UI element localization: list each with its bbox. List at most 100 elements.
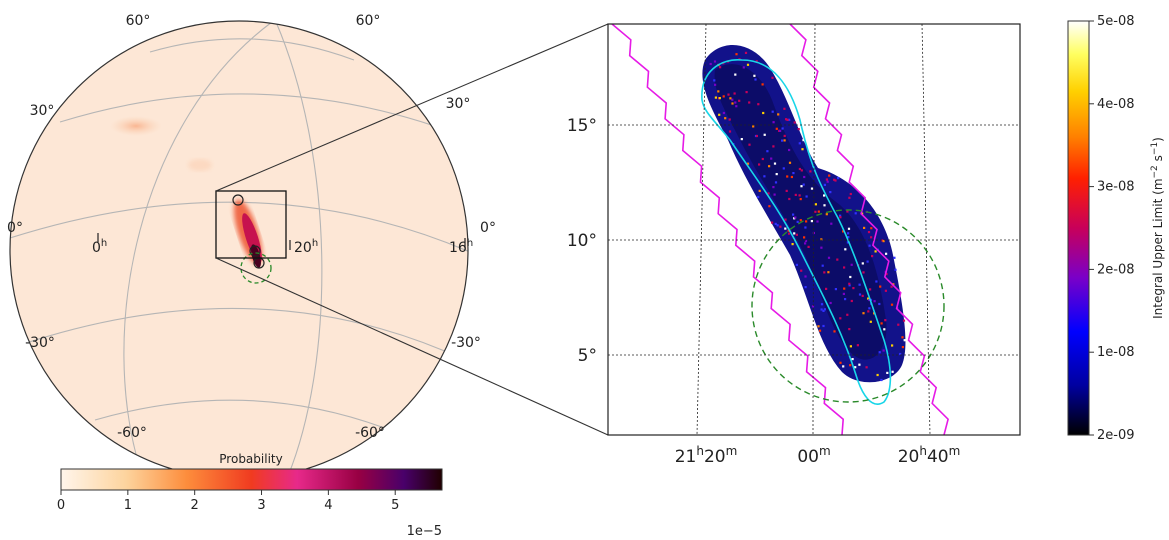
upper-limit-speckle <box>714 83 717 86</box>
upper-limit-speckle <box>868 307 871 310</box>
upper-limit-speckle <box>790 175 793 179</box>
lat-label: 30° <box>446 96 471 112</box>
upper-limit-speckle <box>728 118 731 121</box>
upper-limit-speckle <box>763 175 766 178</box>
upper-limit-speckle <box>773 162 777 165</box>
globe-graticule <box>10 21 468 477</box>
upper-limit-speckle <box>722 111 725 115</box>
upper-limit-speckle <box>823 194 826 197</box>
upper-limit-speckle <box>854 212 857 215</box>
upper-limit-speckle <box>846 241 849 244</box>
upper-limit-speckle <box>724 117 727 120</box>
upper-limit-speckle <box>783 107 786 110</box>
lat-label: -30° <box>451 335 481 351</box>
upper-limit-speckle <box>842 230 845 233</box>
upper-limit-speckle <box>788 118 791 121</box>
upper-limit-speckle <box>867 310 870 313</box>
upper-limit-colorbar: 5e-08 4e-08 3e-08 2e-08 1e-08 2e-09 Integral … <box>1067 14 1165 443</box>
globe-lat-labels: 60° 60° 30° 30° 0° 0° -30° -30° -60° -60… <box>7 13 496 441</box>
upper-limit-speckle <box>869 320 872 323</box>
upper-limit-speckle <box>820 308 823 311</box>
upper-limit-speckle <box>843 266 846 269</box>
zoom-grid <box>608 24 1020 435</box>
upper-limit-speckle <box>757 195 760 199</box>
upper-limit-speckle <box>816 220 819 223</box>
fov-circle-zoom <box>751 209 945 403</box>
upper-limit-speckle <box>742 66 745 69</box>
upper-limit-speckle <box>863 226 866 229</box>
upper-limit-speckle <box>839 361 842 364</box>
lat-label: -60° <box>117 425 147 441</box>
upper-limit-speckle <box>800 185 803 188</box>
graticule-lat-minus30 <box>19 307 466 361</box>
upper-limit-speckle <box>738 99 741 102</box>
upper-limit-core <box>714 64 887 360</box>
upper-limit-speckle <box>878 302 881 306</box>
upper-limit-tick-label: 4e-08 <box>1097 97 1135 112</box>
source-marker <box>249 245 261 257</box>
upper-limit-speckle <box>817 325 820 328</box>
upper-limit-speckle <box>774 181 778 184</box>
upper-limit-speckle <box>881 239 884 242</box>
upper-limit-speckle <box>803 175 806 179</box>
upper-limit-speckle <box>785 189 788 192</box>
upper-limit-speckle <box>795 263 798 266</box>
ra-label: 0h <box>92 238 107 256</box>
x-tick-label: 20h40m <box>898 444 961 467</box>
upper-limit-speckle <box>823 271 826 274</box>
upper-limit-speckle <box>850 299 853 303</box>
upper-limit-speckle <box>822 324 825 328</box>
upper-limit-speckle <box>858 283 861 286</box>
upper-limit-speckle <box>897 323 900 326</box>
upper-limit-tick-label: 2e-08 <box>1097 262 1135 277</box>
cyan-contour <box>701 59 892 405</box>
upper-limit-speckle <box>718 113 721 116</box>
graticule-lat-60 <box>149 38 355 61</box>
upper-limit-speckle <box>814 210 817 213</box>
upper-limit-speckle <box>740 138 743 141</box>
upper-limit-speckle <box>875 280 878 283</box>
x-tick-label: 00m <box>797 444 830 467</box>
upper-limit-speckle <box>745 91 748 94</box>
upper-limit-speckle <box>768 165 771 168</box>
upper-limit-speckle <box>772 145 775 148</box>
upper-limit-speckle <box>772 186 775 189</box>
graticule-meridian-1 <box>123 21 273 476</box>
upper-limit-speckle <box>827 271 830 274</box>
upper-limit-speckle <box>848 196 851 199</box>
upper-limit-speckle <box>762 111 765 115</box>
upper-limit-speckle <box>771 76 774 79</box>
upper-limit-speckle <box>804 239 808 243</box>
upper-limit-speckle <box>757 103 760 106</box>
upper-limit-tick-label: 1e-08 <box>1097 345 1135 360</box>
upper-limit-speckle <box>758 189 761 192</box>
upper-limit-speckle <box>849 192 852 196</box>
probability-blob <box>188 159 212 171</box>
upper-limit-speckle <box>890 303 894 306</box>
upper-limit-speckle <box>825 213 828 216</box>
upper-limit-speckle <box>728 130 732 133</box>
upper-limit-speckle <box>870 236 873 239</box>
upper-limit-speckle <box>798 167 801 171</box>
upper-limit-speckle <box>793 121 796 124</box>
upper-limit-speckle <box>709 62 712 66</box>
upper-limit-speckle <box>882 240 885 243</box>
upper-limit-speckle <box>820 303 824 306</box>
upper-limit-speckle <box>755 60 758 63</box>
upper-limit-speckle <box>798 194 801 197</box>
upper-limit-speckle <box>793 217 796 220</box>
upper-limit-speckle <box>800 169 803 172</box>
zoom-panel <box>607 23 1021 436</box>
fov-circle <box>240 252 272 284</box>
upper-limit-speckle <box>804 275 807 278</box>
upper-limit-speckle <box>820 246 823 249</box>
upper-limit-speckle <box>731 98 734 101</box>
upper-limit-speckle <box>796 220 799 223</box>
upper-limit-speckle <box>773 193 776 196</box>
upper-limit-speckle <box>826 180 829 183</box>
upper-limit-speckle <box>788 197 791 201</box>
probability-colorbar-exponent: 1e−5 <box>407 524 442 539</box>
upper-limit-speckle <box>821 264 824 267</box>
upper-limit-speckle <box>818 329 822 332</box>
probability-tick-label: 0 <box>57 498 65 513</box>
